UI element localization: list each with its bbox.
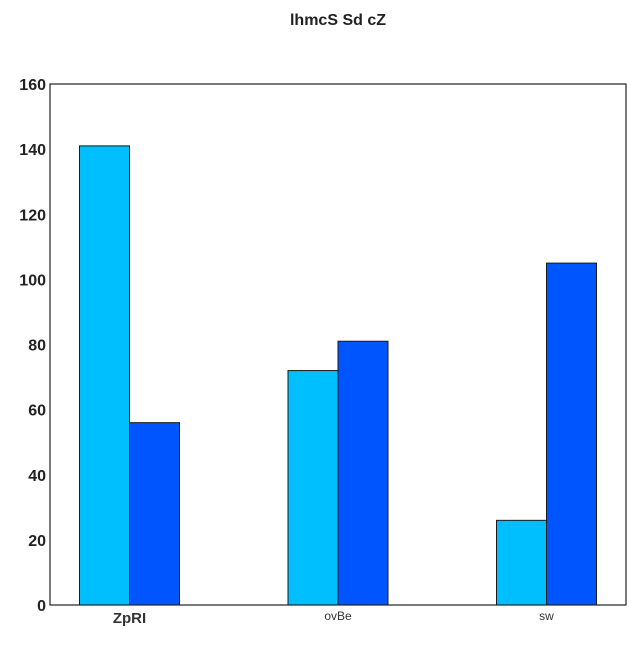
y-tick-label: 140 — [19, 142, 46, 159]
bar-ovBe-series-2 — [337, 340, 389, 606]
y-tick-label: 120 — [19, 207, 46, 224]
bars-layer — [79, 145, 597, 606]
bar-sw-series-1 — [496, 519, 547, 606]
bar-ovBe-series-1 — [287, 370, 339, 606]
chart-title: lhmcS Sd cZ — [290, 12, 386, 29]
y-tick-label: 80 — [28, 338, 46, 355]
y-tick-label: 160 — [19, 77, 46, 94]
x-tick-label: ovBe — [324, 609, 352, 623]
y-tick-label: 40 — [28, 468, 46, 485]
x-tick-label: ZpRI — [113, 610, 146, 627]
bar-ZpRI-series-1 — [79, 145, 130, 606]
plot-frame — [49, 83, 627, 606]
y-tick-label: 100 — [19, 272, 46, 289]
bar-ZpRI-series-2 — [129, 422, 180, 606]
y-tick-label: 0 — [37, 598, 46, 615]
x-axis: ZpRI ovBe sw — [113, 609, 554, 627]
y-tick-label: 60 — [28, 403, 46, 420]
y-tick-label: 20 — [28, 533, 46, 550]
y-axis: 0 20 40 60 80 100 120 140 160 — [19, 77, 46, 615]
bar-sw-series-2 — [546, 262, 597, 606]
x-tick-label: sw — [539, 609, 554, 623]
